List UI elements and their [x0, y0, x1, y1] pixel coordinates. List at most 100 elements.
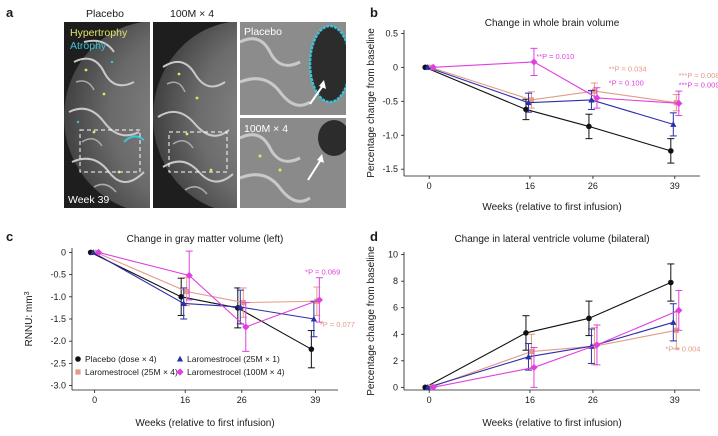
- data-point-lm100x4: [593, 94, 601, 102]
- x-tick-label-d: 39: [670, 395, 680, 405]
- y-tick-label-c: -2.0: [50, 336, 66, 346]
- data-point-lm25x1: [525, 353, 532, 360]
- p-value-annotation: *P = 0.077: [320, 320, 355, 329]
- panel-b-letter: b: [370, 5, 378, 20]
- inset-label-100m: 100M × 4: [244, 123, 289, 135]
- y-tick-label-d: 0: [393, 382, 398, 392]
- week-label: Week 39: [68, 194, 110, 206]
- p-value-annotation: *P = 0.004: [665, 345, 700, 354]
- data-point-lm100x4: [95, 248, 103, 257]
- x-tick-label-b: 0: [427, 181, 432, 191]
- series-line-lm100x4: [98, 251, 320, 328]
- y-tick-label-c: -3.0: [50, 381, 66, 391]
- brain-illustration-100m: [153, 22, 237, 208]
- y-tick-label-b: -1.0: [382, 130, 398, 140]
- data-point-lm25x4: [591, 88, 598, 94]
- x-tick-label-b: 26: [588, 181, 598, 191]
- inset-illustration-100m: [240, 118, 346, 208]
- series-line-lm25x1: [427, 66, 674, 125]
- data-point-lm25x1: [424, 384, 431, 390]
- data-point-lm25x1: [90, 249, 97, 255]
- legend-hypertrophy: Hypertrophy: [70, 27, 128, 39]
- data-point-placebo: [178, 294, 184, 300]
- y-tick-label-b: -1.5: [382, 164, 398, 174]
- chart-title-c: Change in gray matter volume (left): [127, 234, 284, 245]
- data-point-lm100x4: [530, 363, 538, 372]
- y-tick-label-c: -1.0: [50, 292, 66, 302]
- data-point-lm25x1: [237, 303, 244, 310]
- x-axis-label-c: Weeks (relative to first infusion): [135, 418, 274, 429]
- data-point-lm25x1: [310, 315, 317, 322]
- legend-marker-lm25x1: [176, 355, 184, 362]
- y-tick-label-c: -1.5: [50, 314, 66, 324]
- series-line-placebo: [90, 251, 312, 350]
- x-tick-label-d: 16: [525, 395, 535, 405]
- y-tick-label-b: -0.5: [382, 96, 398, 106]
- x-axis-label-d: Weeks (relative to first infusion): [482, 418, 621, 429]
- data-point-lm100x4: [429, 383, 437, 391]
- legend-label-lm25x1: Laromestrocel (25M × 1): [187, 354, 280, 364]
- series-b-placebo: [422, 64, 675, 164]
- data-point-lm100x4: [429, 63, 437, 71]
- series-d-lm25x1: [424, 303, 677, 390]
- brain-image-100m: [153, 22, 237, 208]
- data-point-placebo: [523, 106, 529, 113]
- chart-title-d: Change in lateral ventricle volume (bila…: [454, 234, 649, 245]
- series-line-lm25x1: [92, 251, 314, 320]
- y-tick-label-d: 2: [393, 356, 398, 366]
- x-tick-label-c: 16: [180, 395, 190, 405]
- data-point-placebo: [308, 346, 315, 352]
- legend-marker-lm100x4: [176, 368, 184, 376]
- panel-a-letter: a: [6, 5, 14, 20]
- chart-title-b: Change in whole brain volume: [485, 18, 620, 29]
- series-d-placebo: [422, 263, 675, 391]
- series-b-lm25x1: [424, 64, 677, 137]
- series-line-placebo: [424, 282, 672, 388]
- y-tick-label-d: 6: [393, 303, 398, 313]
- series-line-lm100x4: [433, 61, 679, 104]
- series-line-lm25x4: [95, 251, 317, 304]
- inset-illustration-placebo: [240, 22, 346, 115]
- x-tick-label-c: 39: [310, 395, 320, 405]
- series-line-placebo: [424, 66, 671, 152]
- inset-label-placebo: Placebo: [244, 26, 282, 38]
- p-value-annotation: *P = 0.069: [305, 268, 340, 277]
- data-point-placebo: [668, 148, 674, 154]
- y-axis-label-b: Percentage change from baseline: [366, 28, 377, 178]
- data-point-lm100x4: [675, 306, 683, 314]
- p-value-annotation: *P = 0.100: [609, 79, 644, 88]
- y-tick-label-b: 0: [393, 62, 398, 72]
- series-b-lm25x4: [428, 64, 680, 112]
- data-point-lm100x4: [185, 271, 193, 280]
- chart-d: 0 2 4 6 8 10 0 16 26 39 Change in lateral ventricl…: [366, 234, 700, 429]
- y-axis-label-d: Percentage change from baseline: [366, 246, 377, 396]
- y-tick-label-d: 4: [393, 329, 398, 339]
- series-c-placebo: [87, 249, 315, 369]
- data-point-lm100x4: [675, 99, 683, 107]
- data-point-lm25x4: [184, 288, 190, 295]
- data-point-lm100x4: [593, 341, 601, 349]
- brain-inset-100m: [240, 118, 346, 208]
- p-value-annotation: **P = 0.034: [609, 64, 647, 73]
- panel-c-letter: c: [6, 229, 14, 244]
- x-tick-label-b: 16: [525, 181, 535, 191]
- data-point-lm25x1: [180, 300, 187, 306]
- series-d-lm25x4: [428, 311, 680, 390]
- data-point-lm100x4: [315, 296, 323, 304]
- brain-illustration-placebo: [64, 22, 150, 208]
- data-point-lm25x1: [588, 96, 595, 103]
- data-point-lm25x4: [528, 97, 535, 103]
- data-point-lm25x1: [670, 319, 677, 325]
- legend-label-placebo: Placebo (dose × 4): [85, 354, 157, 364]
- data-point-placebo: [523, 330, 529, 336]
- x-tick-label-d: 26: [588, 395, 598, 405]
- x-tick-label-d: 0: [427, 395, 432, 405]
- legend-marker-placebo: [75, 356, 81, 362]
- data-point-lm25x4: [528, 348, 535, 355]
- series-line-lm100x4: [433, 309, 680, 388]
- data-point-placebo: [586, 123, 592, 130]
- data-point-lm25x1: [525, 99, 532, 106]
- chart-c: 0 -0.5 -1.0 -1.5 -2.0 -2.5 -3.0 0 16 26 39 Change i…: [24, 234, 355, 429]
- y-tick-label-c: -2.5: [50, 358, 66, 368]
